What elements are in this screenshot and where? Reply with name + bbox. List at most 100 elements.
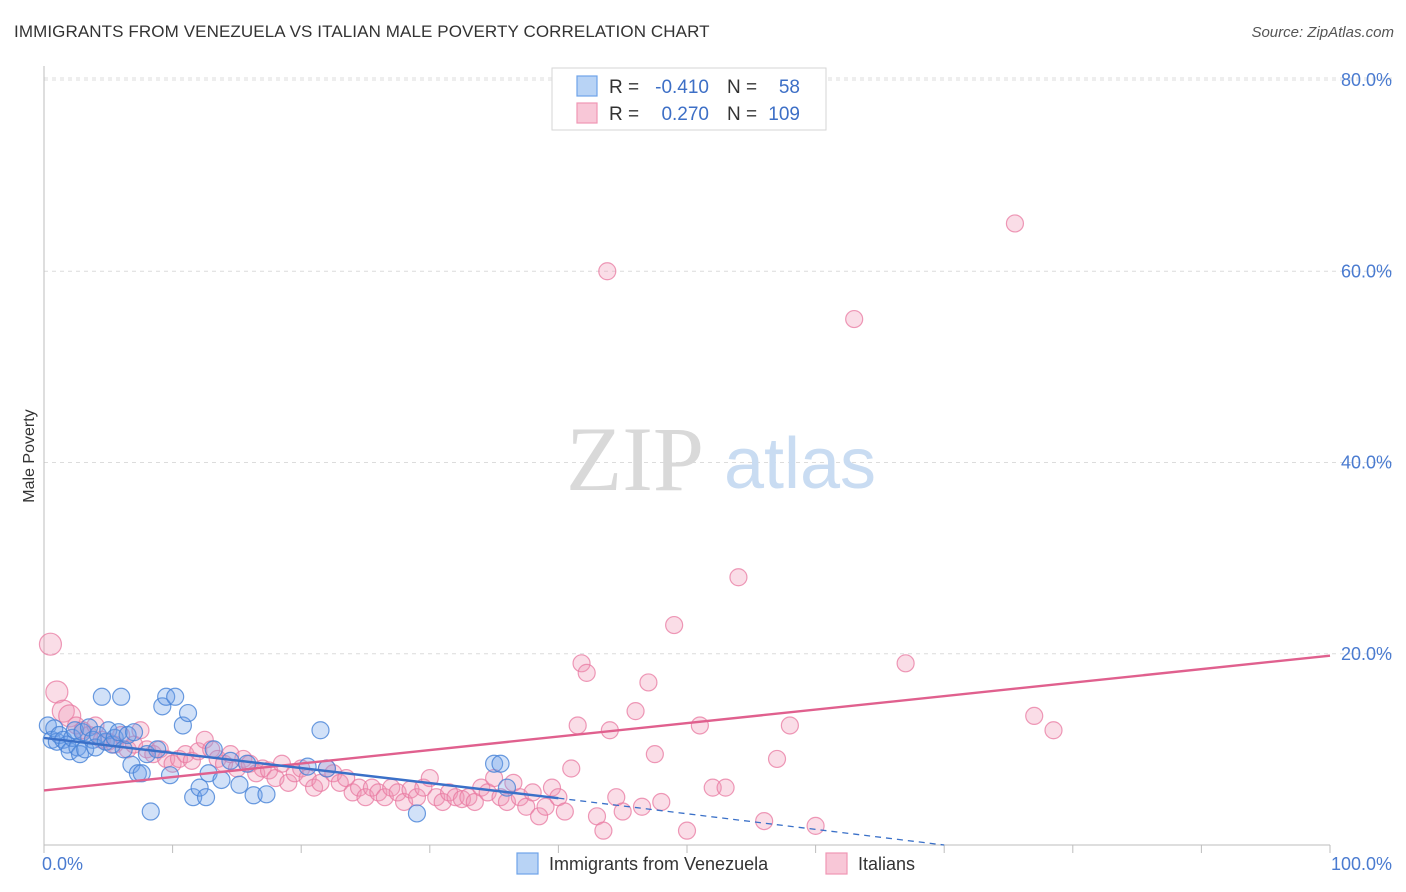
point-italians-110 [806, 816, 825, 835]
series-italians [38, 214, 1063, 840]
bottom-legend: Immigrants from Venezuela Italians [516, 852, 915, 875]
stats-swatch-italians [576, 102, 598, 124]
stats-r-value-venezuela: -0.410 [655, 77, 709, 98]
point-italians-91 [632, 797, 652, 816]
point-italians-106 [1005, 214, 1025, 233]
point-italians-76 [530, 807, 549, 826]
point-venezuela-47 [230, 775, 249, 794]
point-venezuela-32 [141, 802, 160, 821]
chart-title: IMMIGRANTS FROM VENEZUELA VS ITALIAN MAL… [14, 22, 710, 41]
point-italians-93 [645, 745, 664, 764]
point-italians-63 [446, 788, 465, 807]
legend-swatch-venezuela [516, 852, 539, 875]
y-tick-label-0: 20.0% [1341, 644, 1392, 664]
point-italians-90 [626, 702, 645, 721]
point-italians-1 [45, 680, 69, 704]
trend-line-venezuela-extension [558, 797, 945, 846]
x-tick-label-1: 100.0% [1331, 854, 1392, 874]
point-venezuela-55 [491, 754, 510, 773]
point-italians-89 [613, 802, 632, 821]
stats-r-label-italians: R = [609, 104, 639, 125]
point-italians-83 [572, 654, 591, 673]
point-italians-78 [542, 778, 562, 797]
point-venezuela-54 [485, 754, 504, 773]
point-italians-77 [536, 797, 555, 816]
point-italians-102 [767, 749, 787, 769]
stats-r-value-italians: 0.270 [661, 104, 709, 125]
point-italians-105 [896, 654, 915, 673]
point-italians-80 [555, 802, 574, 821]
point-venezuela-41 [190, 778, 209, 797]
point-venezuela-24 [112, 687, 131, 706]
point-venezuela-45 [212, 770, 231, 790]
point-italians-101 [755, 811, 774, 831]
point-venezuela-28 [124, 723, 144, 742]
point-venezuela-50 [257, 785, 276, 804]
y-axis-label: Male Poverty [21, 409, 38, 502]
y-tick-label-2: 60.0% [1341, 261, 1392, 281]
trend-lines [43, 654, 1331, 846]
point-italians-75 [523, 783, 542, 802]
point-venezuela-52 [311, 721, 330, 740]
trend-line-italians [43, 654, 1331, 792]
point-venezuela-30 [132, 764, 151, 783]
point-italians-57 [407, 788, 427, 807]
stats-legend-frame [551, 67, 827, 131]
stats-n-value-italians: 109 [768, 104, 800, 125]
point-venezuela-40 [184, 788, 203, 807]
point-italians-95 [665, 615, 684, 635]
point-italians-109 [598, 262, 617, 281]
point-venezuela-53 [407, 804, 427, 823]
point-italians-100 [729, 568, 748, 587]
point-italians-94 [652, 792, 671, 812]
point-italians-84 [577, 663, 596, 682]
watermark-atlas: atlas [724, 424, 876, 504]
chart-source: Source: ZipAtlas.com [1251, 24, 1394, 41]
tick-labels: 20.0% 40.0% 60.0% 80.0% 0.0% 100.0% [42, 70, 1392, 874]
point-venezuela-37 [166, 687, 185, 706]
series-venezuela [38, 687, 517, 823]
point-italians-108 [1044, 721, 1063, 740]
legend-swatch-italians [825, 852, 848, 875]
chart-axes [43, 66, 1331, 853]
point-italians-0 [38, 632, 63, 656]
point-venezuela-42 [196, 788, 216, 807]
point-italians-104 [845, 309, 864, 329]
x-tick-label-0: 0.0% [42, 854, 83, 874]
point-venezuela-51 [298, 757, 317, 776]
legend-label-italians: Italians [858, 854, 915, 874]
watermark-zip: ZIP [566, 408, 704, 510]
point-italians-2 [51, 699, 75, 723]
point-venezuela-49 [244, 786, 263, 805]
point-venezuela-18 [92, 687, 111, 706]
point-italians-48 [349, 778, 369, 797]
point-venezuela-39 [178, 703, 198, 723]
stats-n-label-venezuela: N = [727, 77, 757, 98]
point-italians-96 [677, 821, 697, 840]
y-tick-label-3: 80.0% [1341, 70, 1392, 90]
watermark: ZIP atlas [566, 408, 876, 510]
stats-swatch-venezuela [576, 75, 598, 97]
point-italians-81 [562, 759, 581, 778]
trend-line-venezuela [43, 736, 559, 800]
stats-r-label-venezuela: R = [609, 77, 639, 98]
point-italians-98 [703, 778, 722, 797]
point-italians-97 [690, 716, 709, 735]
point-italians-107 [1025, 706, 1044, 726]
stats-n-value-venezuela: 58 [779, 77, 800, 98]
y-tick-label-1: 40.0% [1341, 453, 1392, 473]
point-italians-99 [716, 778, 735, 797]
legend-label-venezuela: Immigrants from Venezuela [549, 854, 769, 874]
point-italians-92 [639, 673, 658, 692]
chart-grid [44, 77, 1392, 655]
stats-legend: R = -0.410 N = 58 R = 0.270 N = 109 [551, 67, 827, 131]
point-venezuela-34 [153, 697, 172, 716]
point-italians-37 [279, 773, 298, 792]
point-venezuela-44 [204, 740, 223, 759]
point-venezuela-36 [160, 766, 180, 785]
point-italians-86 [594, 821, 613, 840]
stats-n-label-italians: N = [727, 104, 757, 125]
point-italians-82 [568, 716, 587, 735]
point-italians-103 [780, 716, 799, 735]
